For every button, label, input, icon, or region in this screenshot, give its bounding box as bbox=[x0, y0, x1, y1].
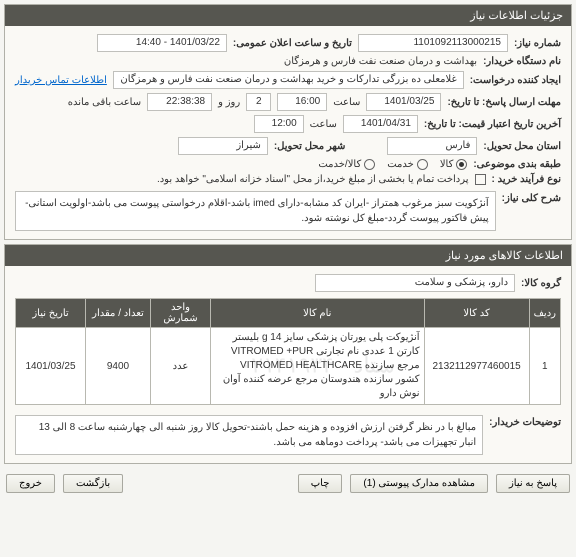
deadline-label: مهلت ارسال پاسخ: تا تاریخ: bbox=[447, 97, 561, 108]
remain-days: 2 bbox=[246, 93, 271, 111]
deadline-time: 16:00 bbox=[277, 93, 327, 111]
radio-kala-icon bbox=[456, 159, 467, 170]
items-table: ردیف کد کالا نام کالا واحد شمارش تعداد /… bbox=[15, 298, 561, 405]
buyer-value: بهداشت و درمان صنعت نفت فارس و هرمزگان bbox=[284, 56, 477, 67]
summary-text: آنژکویت سبز مرغوب همتراز -ایران کد مشابه… bbox=[15, 191, 496, 231]
need-no-value: 1101092113000215 bbox=[358, 34, 508, 52]
footer-buttons: پاسخ به نیاز مشاهده مدارک پیوستی (1) چاپ… bbox=[0, 468, 576, 499]
creator-label: ایجاد کننده درخواست: bbox=[470, 75, 561, 86]
process-checkbox-label: پرداخت تمام یا بخشی از مبلغ خرید،از محل … bbox=[157, 174, 469, 185]
radio-khadamat-icon bbox=[417, 159, 428, 170]
radio-kala[interactable]: کالا bbox=[440, 159, 468, 170]
province-value: فارس bbox=[387, 137, 477, 155]
category-label: طبقه بندی موضوعی: bbox=[473, 159, 561, 170]
province-label: استان محل تحویل: bbox=[483, 141, 561, 152]
th-name: نام کالا bbox=[211, 299, 425, 328]
process-label: نوع فرآیند خرید : bbox=[492, 174, 561, 185]
announce-value: 1401/03/22 - 14:40 bbox=[97, 34, 227, 52]
group-value: دارو، پزشکی و سلامت bbox=[315, 274, 515, 292]
cell-name: آنژیوکت پلی یورتان پزشکی سایز 14 g بلیست… bbox=[211, 328, 425, 405]
th-code: کد کالا bbox=[424, 299, 529, 328]
cell-unit: عدد bbox=[151, 328, 211, 405]
category-radio-group: کالا خدمت کالا/خدمت bbox=[318, 159, 467, 170]
summary-label: شرح کلی نیاز: bbox=[502, 189, 561, 204]
city-value: شیراز bbox=[178, 137, 268, 155]
announce-label: تاریخ و ساعت اعلان عمومی: bbox=[233, 38, 352, 49]
buyer-label: نام دستگاه خریدار: bbox=[483, 56, 561, 67]
radio-kala-label: کالا bbox=[440, 159, 454, 170]
radio-both-label: کالا/خدمت bbox=[318, 159, 361, 170]
group-label: گروه کالا: bbox=[521, 278, 561, 289]
th-unit: واحد شمارش bbox=[151, 299, 211, 328]
details-panel: جزئیات اطلاعات نیاز شماره نیاز: 11010921… bbox=[4, 4, 572, 240]
remain-label: روز و bbox=[218, 97, 240, 108]
buyer-notes-label: توضیحات خریدار: bbox=[489, 413, 561, 428]
table-header-row: ردیف کد کالا نام کالا واحد شمارش تعداد /… bbox=[16, 299, 561, 328]
radio-both-icon bbox=[364, 159, 375, 170]
valid-time: 12:00 bbox=[254, 115, 304, 133]
radio-khadamat[interactable]: خدمت bbox=[387, 159, 428, 170]
reply-button[interactable]: پاسخ به نیاز bbox=[496, 474, 570, 493]
remain-time: 22:38:38 bbox=[147, 93, 212, 111]
creator-value: غلامعلی ده بزرگی تدارکات و خرید بهداشت و… bbox=[113, 71, 464, 89]
th-qty: تعداد / مقدار bbox=[86, 299, 151, 328]
deadline-time-label: ساعت bbox=[333, 97, 360, 108]
th-idx: ردیف bbox=[529, 299, 560, 328]
back-button[interactable]: بازگشت bbox=[63, 474, 123, 493]
print-button[interactable]: چاپ bbox=[298, 474, 343, 493]
exit-button[interactable]: خروج bbox=[6, 474, 55, 493]
valid-time-label: ساعت bbox=[310, 119, 337, 130]
radio-both[interactable]: کالا/خدمت bbox=[318, 159, 375, 170]
valid-label: آخرین تاریخ اعتبار قیمت: تا تاریخ: bbox=[424, 119, 561, 130]
cell-name-text: آنژیوکت پلی یورتان پزشکی سایز 14 g بلیست… bbox=[223, 332, 420, 399]
need-no-label: شماره نیاز: bbox=[514, 38, 561, 49]
buyer-notes: مبالغ با در نظر گرفتن ارزش افزوده و هزین… bbox=[15, 415, 483, 455]
radio-khadamat-label: خدمت bbox=[387, 159, 414, 170]
process-checkbox[interactable] bbox=[475, 174, 486, 185]
deadline-date: 1401/03/25 bbox=[366, 93, 441, 111]
cell-idx: 1 bbox=[529, 328, 560, 405]
panel-title: جزئیات اطلاعات نیاز bbox=[5, 5, 571, 26]
cell-code: 2132112977460015 bbox=[424, 328, 529, 405]
items-panel-title: اطلاعات کالاهای مورد نیاز bbox=[5, 245, 571, 266]
cell-qty: 9400 bbox=[86, 328, 151, 405]
panel-body: شماره نیاز: 1101092113000215 تاریخ و ساع… bbox=[5, 26, 571, 239]
th-date: تاریخ نیاز bbox=[16, 299, 86, 328]
remain-suffix: ساعت باقی مانده bbox=[68, 97, 141, 108]
items-panel-body: گروه کالا: دارو، پزشکی و سلامت ردیف کد ک… bbox=[5, 266, 571, 463]
valid-date: 1401/04/31 bbox=[343, 115, 418, 133]
items-panel: اطلاعات کالاهای مورد نیاز گروه کالا: دار… bbox=[4, 244, 572, 464]
table-row: 1 2132112977460015 آنژیوکت پلی یورتان پز… bbox=[16, 328, 561, 405]
city-label: شهر محل تحویل: bbox=[274, 141, 346, 152]
contact-link[interactable]: اطلاعات تماس خریدار bbox=[15, 75, 107, 86]
attachments-button[interactable]: مشاهده مدارک پیوستی (1) bbox=[350, 474, 488, 493]
cell-date: 1401/03/25 bbox=[16, 328, 86, 405]
